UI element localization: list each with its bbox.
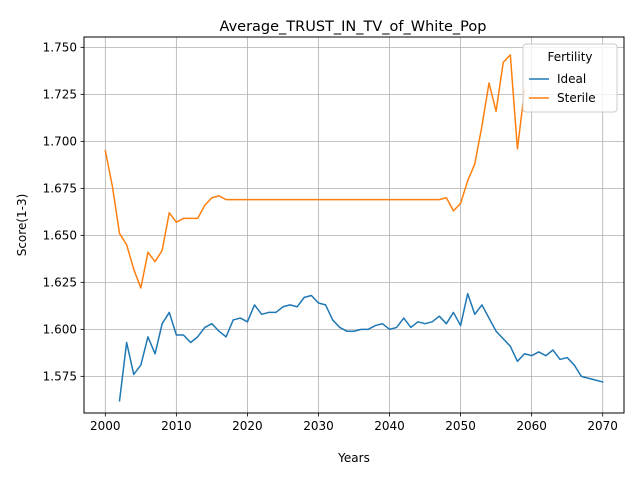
x-axis-label: Years bbox=[337, 451, 370, 465]
y-tick-label: 1.625 bbox=[43, 275, 77, 289]
y-tick-label: 1.675 bbox=[43, 181, 77, 195]
legend-label-sterile: Sterile bbox=[557, 91, 596, 105]
series-line-ideal bbox=[118, 292, 604, 402]
legend-box bbox=[522, 43, 618, 113]
y-tick-label: 1.650 bbox=[43, 228, 77, 242]
legend-entries: Ideal Sterile bbox=[529, 72, 596, 105]
x-tick-label: 2030 bbox=[303, 419, 334, 433]
x-tick-label: 2070 bbox=[587, 419, 618, 433]
chart-title: Average_TRUST_IN_TV_of_White_Pop bbox=[220, 19, 487, 35]
x-tick-label: 2050 bbox=[445, 419, 476, 433]
legend-title: Fertility bbox=[547, 50, 592, 64]
y-tick-label: 1.750 bbox=[43, 40, 77, 54]
x-tick-label: 2020 bbox=[232, 419, 263, 433]
y-tick-label: 1.575 bbox=[43, 369, 77, 383]
x-axis: 2000 2010 2020 2030 2040 2050 2060 2070 bbox=[90, 413, 618, 433]
x-tick-label: 2040 bbox=[374, 419, 405, 433]
y-axis: 1.575 1.600 1.625 1.650 1.675 1.700 1.725 1.750 bbox=[43, 40, 84, 383]
y-tick-label: 1.725 bbox=[43, 87, 77, 101]
plot-frame bbox=[83, 36, 625, 414]
y-axis-label: Score(1-3) bbox=[15, 194, 29, 257]
series-lines bbox=[104, 54, 604, 402]
series-line-sterile bbox=[104, 54, 526, 289]
x-tick-label: 2000 bbox=[90, 419, 121, 433]
y-tick-label: 1.600 bbox=[43, 322, 77, 336]
legend: Fertility Ideal Sterile bbox=[522, 43, 618, 113]
x-tick-label: 2010 bbox=[161, 419, 192, 433]
y-tick-label: 1.700 bbox=[43, 134, 77, 148]
legend-label-ideal: Ideal bbox=[557, 72, 586, 86]
x-tick-label: 2060 bbox=[516, 419, 547, 433]
